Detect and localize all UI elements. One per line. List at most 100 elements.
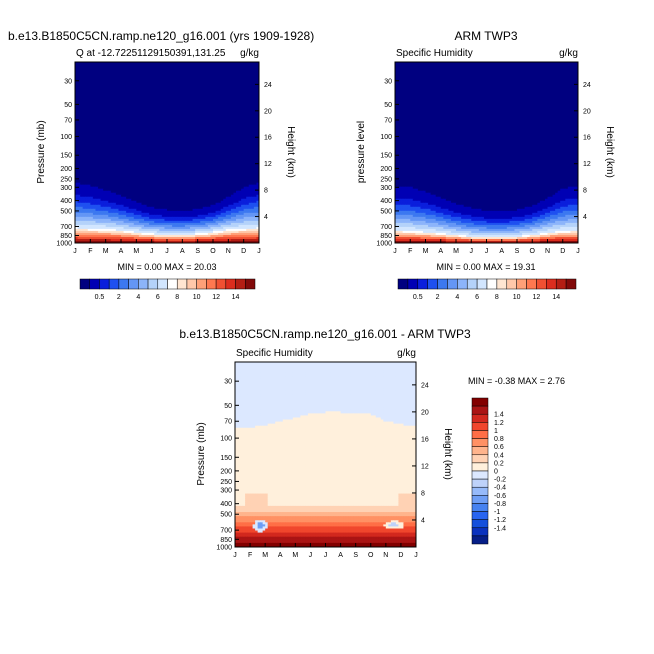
heatmap-cell [210,84,214,87]
heatmap-cell [195,106,199,109]
heatmap-cell [128,182,132,186]
heatmap-cell [85,120,89,123]
heatmap-cell [110,172,114,176]
heatmap-cell [105,152,109,156]
heatmap-cell [87,124,91,127]
heatmap-cell [105,110,109,113]
heatmap-cell [98,110,102,113]
heatmap-cell [246,142,250,146]
heatmap-cell [241,180,245,184]
heatmap-cell [141,144,145,148]
heatmap-cell [218,124,222,127]
heatmap-cell [220,178,224,182]
heatmap-cell [118,182,122,186]
heatmap-cell [205,170,209,174]
heatmap-cell [105,96,109,99]
heatmap-cell [230,166,235,170]
heatmap-cell [113,176,117,180]
heatmap-cell [246,144,250,148]
heatmap-cell [87,92,91,95]
heatmap-cell [169,62,173,65]
heatmap-cell [213,88,217,91]
heatmap-cell [200,170,204,174]
heatmap-cell [187,116,191,119]
heatmap-cell [75,72,79,75]
heatmap-cell [238,136,242,140]
heatmap-cell [213,148,217,152]
heatmap-cell [253,166,258,170]
heatmap-cell [202,194,206,198]
heatmap-cell [103,74,107,77]
heatmap-cell [159,186,163,190]
heatmap-cell [243,116,247,119]
heatmap-cell [213,184,217,188]
heatmap-cell [202,144,206,148]
heatmap-cell [138,102,143,105]
heatmap-cell [238,66,242,69]
heatmap-cell [179,152,183,156]
heatmap-cell [100,100,104,103]
heatmap-cell [248,168,252,172]
heatmap-cell [169,192,173,196]
heatmap-cell [100,124,104,127]
heatmap-cell [241,198,245,202]
heatmap-cell [197,100,201,103]
heatmap-cell [131,80,135,83]
heatmap-cell [238,188,242,192]
heatmap-cell [92,170,97,174]
heatmap-cell [110,156,114,160]
heatmap-cell [243,132,247,135]
heatmap-cell [256,122,259,125]
heatmap-cell [202,170,206,174]
heatmap-cell [230,102,235,105]
heatmap-cell [131,72,135,75]
heatmap-cell [110,158,114,162]
heatmap-cell [131,66,135,69]
heatmap-cell [141,174,145,178]
heatmap-cell [98,70,102,73]
heatmap-cell [187,80,191,83]
heatmap-cell [200,172,204,176]
heatmap-cell [149,130,153,133]
heatmap-cell [253,132,258,135]
panel-model-right-string: g/kg [240,48,259,59]
heatmap-cell [215,96,219,99]
heatmap-cell [228,170,232,174]
heatmap-cell [92,134,97,138]
heatmap-cell [202,78,206,81]
heatmap-cell [192,176,196,180]
heatmap-cell [192,92,196,95]
heatmap-cell [243,146,247,150]
heatmap-cell [75,92,79,95]
heatmap-cell [92,104,97,107]
heatmap-cell [246,196,250,200]
heatmap-cell [144,96,148,99]
heatmap-cell [77,188,81,192]
heatmap-cell [98,132,102,135]
heatmap-cell [87,140,91,144]
heatmap-cell [253,126,258,129]
heatmap-cell [161,78,166,81]
heatmap-cell [128,130,132,133]
heatmap-cell [207,140,212,144]
heatmap-cell [210,170,214,174]
heatmap-cell [190,108,194,111]
heatmap-cell [195,88,199,91]
heatmap-cell [113,194,117,198]
heatmap-cell [220,76,224,79]
heatmap-cell [213,144,217,148]
heatmap-cell [118,142,122,146]
heatmap-cell [230,92,235,95]
heatmap-cell [144,184,148,188]
heatmap-cell [151,84,155,87]
heatmap-cell [195,68,199,71]
heatmap-cell [182,104,186,107]
heatmap-cell [156,136,160,140]
heatmap-cell [121,162,125,166]
heatmap-cell [159,80,163,83]
heatmap-cell [177,110,181,113]
heatmap-cell [207,148,212,152]
heatmap-cell [167,62,171,65]
heatmap-cell [100,182,104,186]
heatmap-cell [210,166,214,170]
